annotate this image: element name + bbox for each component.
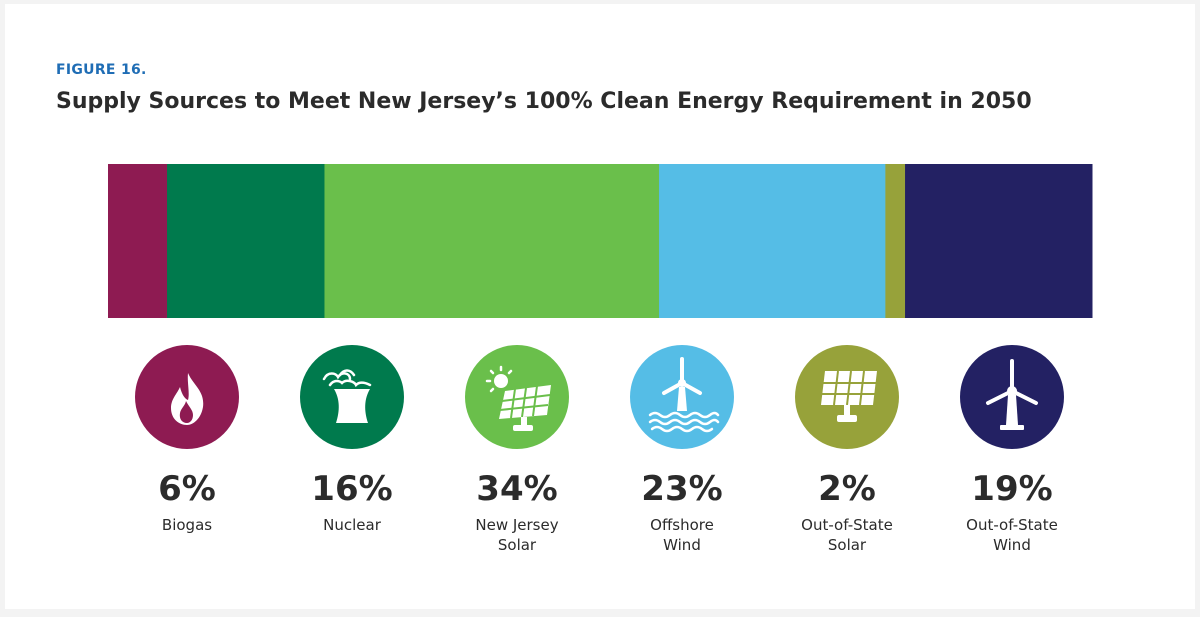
legend-item: 16% Nuclear (272, 345, 432, 535)
offshore-wind-turbine-icon (630, 345, 734, 449)
flame-icon (135, 345, 239, 449)
value-label: 34% (476, 469, 558, 509)
category-label-line: Solar (497, 536, 537, 554)
legend-item: 2% Out-of-State Solar (767, 345, 927, 555)
bar-segment-5 (885, 164, 906, 318)
category-label: Out-of-State Solar (767, 515, 927, 555)
legend-item: 19% Out-of-State Wind (932, 345, 1092, 555)
bar-segment-3 (324, 164, 660, 318)
solar-panel-sun-icon (465, 345, 569, 449)
bar-segment-2 (167, 164, 325, 318)
value-label: 6% (158, 469, 216, 509)
bar-segment-6 (905, 164, 1093, 318)
chart-title: Supply Sources to Meet New Jersey’s 100%… (56, 89, 1032, 114)
category-label-line: Out-of-State (966, 516, 1058, 534)
solar-panel-icon (795, 345, 899, 449)
category-label-line: Offshore (650, 516, 714, 534)
category-label-line: Nuclear (323, 516, 381, 534)
value-label: 2% (818, 469, 876, 509)
value-label: 23% (641, 469, 723, 509)
category-label-line: New Jersey (475, 516, 559, 534)
legend-item: 34% New Jersey Solar (437, 345, 597, 555)
category-label-line: Wind (663, 536, 701, 554)
category-label: New Jersey Solar (437, 515, 597, 555)
category-label-line: Solar (827, 536, 867, 554)
cooling-tower-icon (300, 345, 404, 449)
category-label: Offshore Wind (602, 515, 762, 555)
value-label: 16% (311, 469, 393, 509)
category-label-line: Wind (993, 536, 1031, 554)
wind-turbine-icon (960, 345, 1064, 449)
bar-segment-1 (108, 164, 168, 318)
bar-segment-4 (659, 164, 886, 318)
figure-label: FIGURE 16. (56, 62, 147, 78)
category-label: Nuclear (272, 515, 432, 535)
category-label: Biogas (107, 515, 267, 535)
legend-item: 23% Offshore Wind (602, 345, 762, 555)
value-label: 19% (971, 469, 1053, 509)
category-label-line: Biogas (161, 516, 213, 534)
category-label-line: Out-of-State (801, 516, 893, 534)
legend-item: 6% Biogas (107, 345, 267, 535)
category-label: Out-of-State Wind (932, 515, 1092, 555)
